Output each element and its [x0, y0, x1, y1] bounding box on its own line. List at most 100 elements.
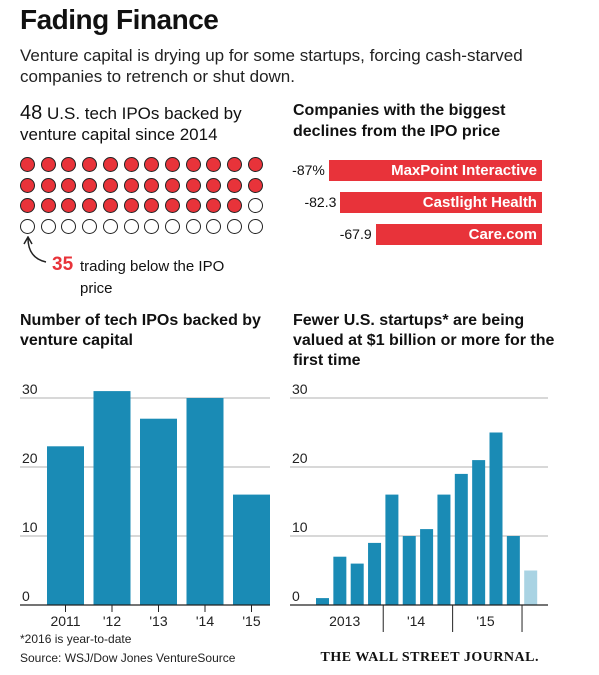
page-title: Fading Finance	[20, 4, 219, 35]
x-year-label: 2013	[329, 613, 360, 629]
ipo-dot	[123, 198, 139, 214]
y-tick-label: 0	[22, 588, 30, 604]
below-ipo-count: 35	[52, 254, 74, 275]
ipo-dot	[40, 157, 56, 172]
source-note: Source: WSJ/Dow Jones VentureSource	[20, 651, 236, 665]
ipo-dot	[185, 157, 201, 172]
ipo-dot	[144, 219, 160, 235]
ipo-dot	[227, 177, 242, 193]
decline-bar: Castlight Health	[340, 192, 542, 213]
ipo-dot	[102, 198, 118, 214]
y-tick-label: 30	[22, 381, 38, 397]
ipo-dot	[123, 219, 139, 235]
ipo-dot	[247, 198, 263, 214]
x-tick-label: '12	[103, 613, 121, 629]
bar	[140, 418, 177, 605]
ipo-dot	[247, 157, 263, 172]
chart1-title: Number of tech IPOs backed by venture ca…	[20, 312, 261, 349]
y-tick-label: 20	[22, 450, 38, 466]
ipo-dot	[247, 177, 263, 193]
ipo-dot	[123, 157, 139, 172]
ipo-dot	[40, 219, 56, 235]
ipo-dot	[227, 198, 242, 214]
bar	[437, 494, 451, 605]
ipo-dot	[40, 177, 56, 193]
x-tick-label: 2011	[50, 613, 80, 629]
page-subtitle: Venture capital is drying up for some st…	[20, 46, 523, 86]
ipo-dot	[20, 198, 35, 214]
bar	[489, 432, 503, 605]
brand-logo: THE WALL STREET JOURNAL.	[320, 650, 539, 665]
x-tick-label: '15	[242, 613, 260, 629]
bar	[402, 536, 416, 605]
ipo-dot	[61, 177, 77, 193]
ipo-dot	[144, 157, 160, 172]
ipo-heading-text: U.S. tech IPOs backed by venture capital…	[20, 104, 242, 144]
bar	[368, 542, 382, 605]
ipo-dot	[247, 219, 263, 235]
decline-bar: Care.com	[375, 224, 542, 245]
x-year-label: '15	[476, 613, 494, 629]
x-tick-label: '13	[149, 613, 167, 629]
decline-value: -67.9	[339, 226, 372, 242]
declines-chart: -87% MaxPoint Interactive -82.3 Castlight H…	[290, 160, 545, 250]
decline-value: -82.3	[304, 194, 337, 210]
ipo-dot	[227, 157, 242, 172]
bar	[333, 556, 347, 605]
bar	[93, 391, 131, 605]
decline-bar: MaxPoint Interactive	[328, 160, 542, 181]
ipo-dot	[123, 177, 139, 193]
ipo-dot	[20, 157, 35, 172]
ipo-dot	[20, 177, 35, 193]
ipo-dot	[206, 157, 222, 172]
bar	[420, 529, 434, 605]
bar	[186, 398, 224, 605]
y-tick-label: 10	[22, 519, 38, 535]
ipo-dot	[144, 177, 160, 193]
ipo-dot	[164, 157, 180, 172]
ipo-dot	[206, 198, 222, 214]
ipo-dot	[164, 219, 180, 235]
ipo-dot	[61, 198, 77, 214]
ipo-dot	[185, 219, 201, 235]
decline-value: -87%	[292, 162, 325, 178]
y-tick-label: 0	[292, 588, 300, 604]
bar	[47, 446, 84, 605]
y-tick-label: 20	[292, 450, 308, 466]
below-ipo-label: trading below the IPO price	[80, 258, 225, 297]
x-tick-label: '14	[196, 613, 214, 629]
x-year-label: '14	[407, 613, 425, 629]
bar	[316, 598, 329, 605]
chart2-title: Fewer U.S. startups* are being valued at…	[293, 312, 555, 369]
ipo-dot	[227, 219, 242, 235]
ipo-dot	[206, 219, 222, 235]
bar	[524, 570, 538, 605]
dot-pointer-arrow	[23, 236, 47, 263]
chart1-ipo-bars: 30 20 10 0 2011 '12 '13 '14 '15	[20, 381, 270, 629]
ipo-dot	[61, 157, 77, 172]
ipo-dot	[185, 198, 201, 214]
ipo-dot	[20, 219, 35, 235]
ipo-dot	[185, 177, 201, 193]
ipo-dot	[61, 219, 77, 235]
bar	[506, 536, 520, 605]
ipo-dot	[102, 219, 118, 235]
bar	[472, 460, 486, 605]
ipo-dot	[206, 177, 222, 193]
footnote: *2016 is year-to-date	[20, 632, 132, 646]
ipo-dot	[144, 198, 160, 214]
chart2-unicorn-bars: 30 20 10 0 2013 '14 '15	[290, 381, 548, 632]
ipo-count: 48	[20, 102, 43, 124]
bar	[385, 494, 399, 605]
ipo-dot	[102, 177, 118, 193]
ipo-dot	[164, 177, 180, 193]
ipo-dot	[164, 198, 180, 214]
ipo-dot	[82, 198, 98, 214]
ipo-dot	[82, 219, 98, 235]
declines-heading: Companies with the biggest declines from…	[293, 102, 506, 140]
ipo-heading: 48 U.S. tech IPOs backed by venture capi…	[20, 103, 290, 145]
y-tick-label: 30	[292, 381, 308, 397]
ipo-dot	[102, 157, 118, 172]
y-tick-label: 10	[292, 519, 308, 535]
bar	[233, 494, 270, 605]
